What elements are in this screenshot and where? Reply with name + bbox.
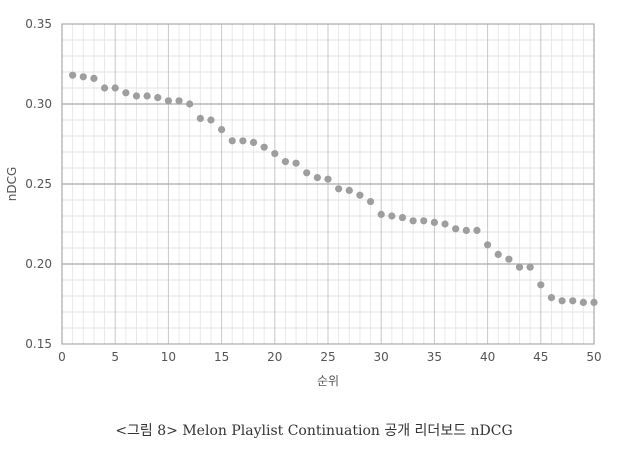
data-point: [175, 97, 183, 105]
x-tick-label: 45: [533, 350, 548, 364]
data-point: [154, 94, 162, 102]
data-point: [79, 73, 87, 81]
data-point: [143, 92, 151, 100]
data-point: [164, 97, 172, 105]
axes: [61, 23, 595, 345]
data-point: [249, 138, 258, 146]
data-point: [547, 294, 556, 302]
data-point: [590, 298, 598, 306]
data-point: [484, 241, 492, 249]
data-point: [579, 298, 587, 306]
data-point: [292, 159, 300, 167]
data-point: [452, 225, 460, 233]
data-points: [69, 71, 598, 306]
data-point: [69, 71, 77, 79]
data-point: [324, 175, 332, 183]
x-tick-label: 0: [58, 350, 66, 364]
figure-caption: <그림 8> Melon Playlist Continuation 공개 리더…: [115, 423, 513, 439]
plot-frame: [61, 23, 595, 345]
data-point: [196, 114, 204, 122]
data-point: [526, 263, 534, 271]
data-point: [239, 137, 247, 145]
data-point: [377, 210, 385, 218]
data-point: [345, 186, 353, 194]
data-point: [228, 137, 236, 145]
data-point: [505, 255, 513, 263]
data-point: [303, 169, 311, 177]
tick-labels: 0 5 10 15 20 25 30 35 40 45 50 0.15 0.20 0.25 0.30 0.35: [25, 17, 601, 364]
x-tick-label: 10: [161, 350, 176, 364]
data-point: [441, 220, 449, 228]
x-tick-label: 30: [374, 350, 389, 364]
y-axis-title: nDCG: [5, 167, 19, 202]
data-point: [218, 126, 226, 134]
y-tick-label: 0.35: [25, 17, 52, 31]
y-tick-label: 0.30: [25, 97, 52, 111]
data-point: [207, 116, 215, 124]
data-point: [122, 89, 130, 97]
data-point: [271, 150, 279, 158]
data-point: [100, 84, 109, 92]
x-tick-label: 15: [214, 350, 229, 364]
data-point: [132, 92, 141, 100]
x-axis-title: 순위: [317, 374, 339, 388]
data-point: [537, 281, 545, 289]
x-tick-label: 35: [427, 350, 442, 364]
x-tick-label: 50: [586, 350, 601, 364]
y-tick-label: 0.15: [25, 337, 52, 351]
data-point: [473, 226, 481, 234]
data-point: [313, 174, 321, 182]
data-point: [281, 158, 290, 166]
x-tick-label: 25: [320, 350, 335, 364]
data-point: [398, 214, 407, 222]
data-point: [409, 217, 417, 225]
data-point: [558, 297, 566, 305]
data-point: [569, 297, 577, 305]
data-point: [430, 218, 438, 226]
data-point: [90, 74, 98, 82]
grid: [62, 24, 594, 344]
y-tick-label: 0.25: [25, 177, 52, 191]
data-point: [356, 191, 364, 199]
data-point: [366, 198, 375, 206]
x-tick-label: 40: [480, 350, 495, 364]
data-point: [388, 212, 396, 220]
y-tick-label: 0.20: [25, 257, 52, 271]
ndcg-scatter-chart: 0 5 10 15 20 25 30 35 40 45 50 0.15 0.20 0.25 0.30 0.35…: [5, 17, 602, 388]
data-point: [515, 263, 524, 271]
data-point: [111, 84, 119, 92]
x-tick-label: 5: [111, 350, 119, 364]
data-point: [260, 143, 268, 151]
data-point: [420, 217, 428, 225]
data-point: [335, 185, 343, 193]
data-point: [186, 100, 194, 108]
x-tick-label: 20: [267, 350, 282, 364]
data-point: [462, 226, 470, 234]
data-point: [494, 250, 502, 258]
